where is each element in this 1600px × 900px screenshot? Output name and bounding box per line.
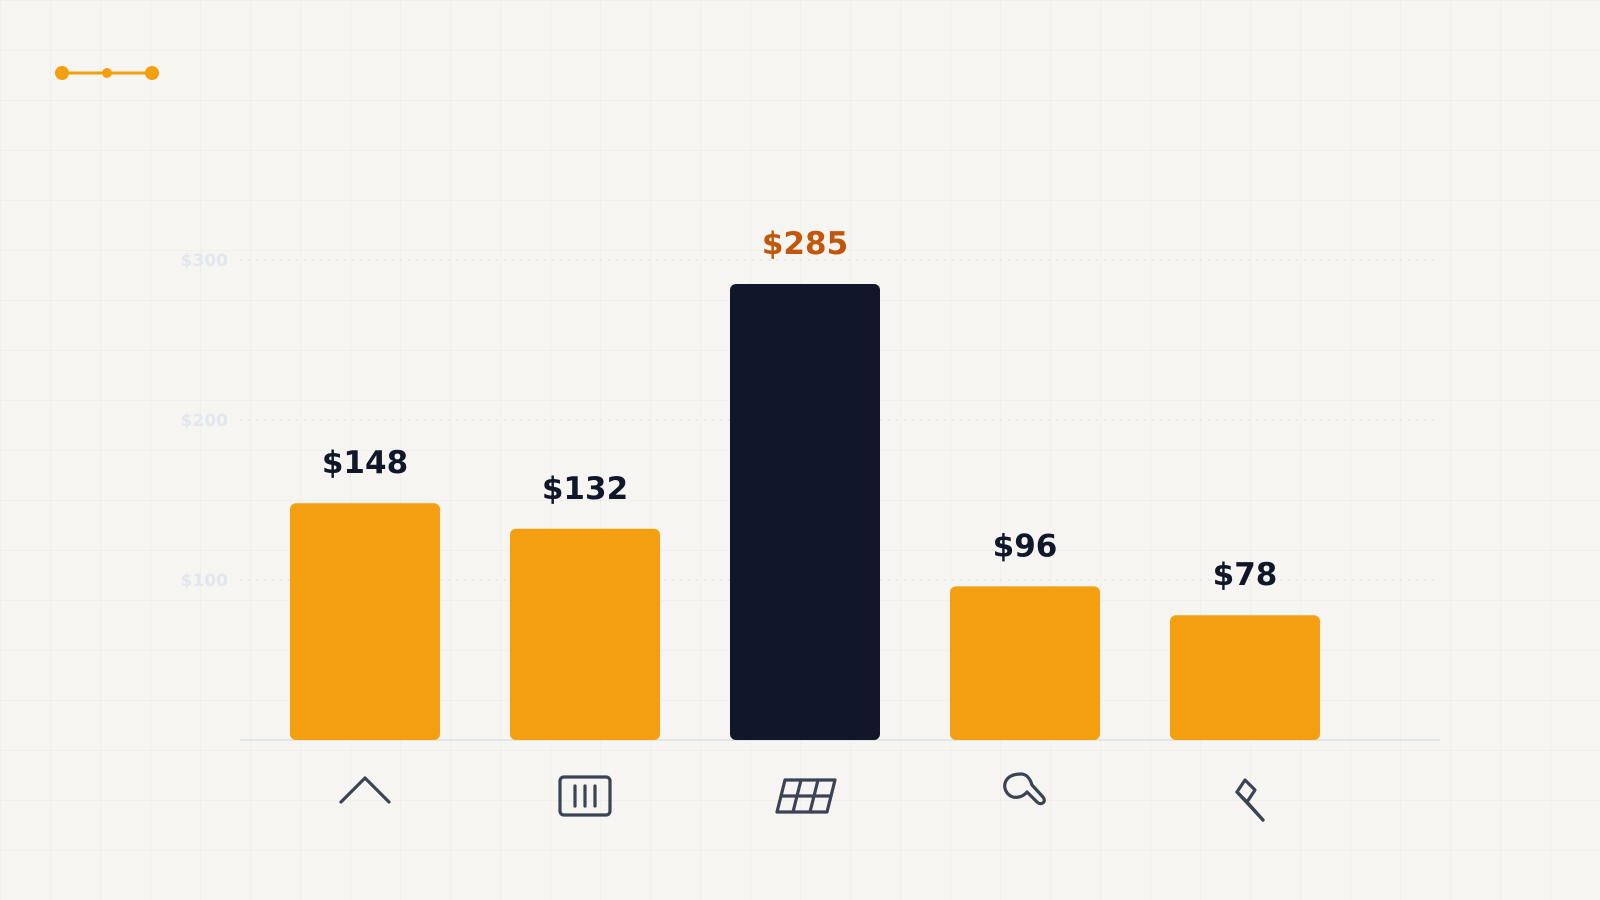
value-label: $96 [993, 528, 1058, 564]
value-label: $132 [542, 471, 628, 507]
axe-icon [1235, 778, 1265, 822]
bars [290, 284, 1320, 740]
blower-icon [1003, 772, 1046, 806]
solar-panel-icon [775, 778, 837, 814]
bar [730, 284, 880, 740]
y-tick-label: $100 [181, 571, 228, 591]
bar [1170, 615, 1320, 740]
y-tick-label: $300 [181, 251, 228, 271]
value-label: $78 [1213, 557, 1278, 593]
y-tick-label: $200 [181, 411, 228, 431]
brand-mark-icon [55, 66, 159, 80]
storage-box-icon [558, 775, 612, 817]
value-label: $148 [322, 445, 408, 481]
chevron-up-icon [339, 776, 391, 804]
value-labels: $148 $132 $285 $96 $78 [322, 226, 1278, 593]
y-axis-ticks: $100 $200 $300 [181, 251, 228, 591]
category-icons [339, 772, 1265, 822]
value-label: $285 [762, 226, 848, 262]
bar [510, 528, 660, 740]
bar [950, 586, 1100, 740]
bar [290, 503, 440, 740]
